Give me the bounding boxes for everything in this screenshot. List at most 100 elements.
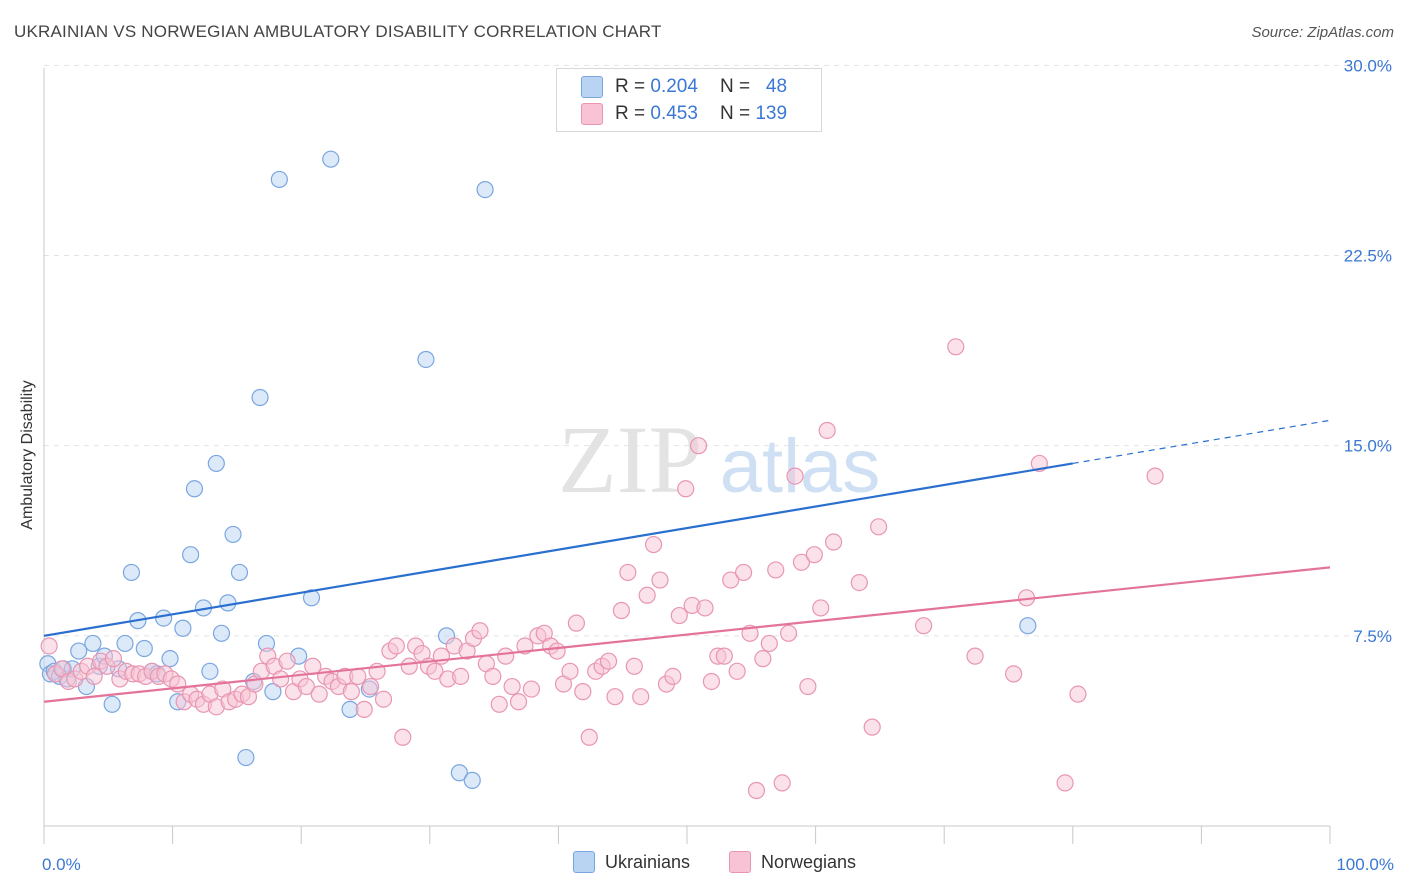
ukrainians-point: [417, 350, 435, 369]
norwegians-point: [599, 652, 618, 670]
norwegians-point: [612, 601, 631, 620]
y-tick-label: 7.5%: [1353, 627, 1392, 646]
norwegians-point: [915, 617, 933, 635]
ukrainians-point: [122, 563, 141, 582]
norwegians-point: [606, 688, 624, 706]
ukrainians-point: [182, 546, 200, 564]
ukrainians-point: [84, 634, 102, 653]
norwegians-point: [625, 657, 643, 675]
norwegians-trend-line: [43, 566, 1331, 703]
ukrainians-point: [270, 170, 288, 189]
norwegians-point: [863, 718, 881, 736]
norwegians-point: [638, 586, 656, 604]
ukrainians-point: [237, 748, 255, 767]
norwegians-point: [387, 637, 405, 655]
ukrainians-point: [1019, 617, 1037, 635]
norwegians-point: [702, 672, 721, 691]
norwegians-point: [779, 624, 798, 642]
ukrainians-point: [212, 624, 231, 642]
norwegians-point: [670, 606, 688, 625]
norwegians-point: [786, 467, 804, 485]
norwegians-point: [677, 480, 695, 498]
norwegians-point: [503, 677, 521, 696]
norwegians-point: [426, 662, 444, 680]
norwegians-legend-swatch: [729, 851, 751, 873]
norwegians-point: [104, 650, 123, 668]
ukrainians-point: [264, 683, 282, 701]
norwegians-swatch: [581, 103, 603, 125]
norwegians-point: [471, 622, 489, 640]
tick-labels: 7.5% 15.0% 22.5% 30.0% 0.0% 100.0%: [42, 56, 1394, 874]
norwegians-point: [747, 781, 766, 800]
n-value: 139: [755, 103, 788, 124]
norwegians-point: [760, 634, 778, 653]
norwegians-point: [522, 680, 540, 698]
bottom-legend-ukrainians: Ukrainians: [573, 851, 690, 873]
ukrainians-point: [219, 594, 237, 612]
norwegians-point: [1005, 665, 1023, 683]
norwegians-point: [310, 685, 328, 703]
norwegians-point: [509, 693, 528, 711]
norwegians-point: [394, 728, 412, 746]
norwegians-point: [574, 683, 592, 701]
norwegians-point: [561, 662, 579, 680]
n-label: N =: [719, 76, 751, 97]
ukrainians-point: [251, 388, 269, 407]
y-tick-label: 30.0%: [1344, 56, 1392, 75]
ukrainians-point: [154, 609, 173, 627]
norwegians-point: [355, 700, 373, 718]
norwegians-point: [297, 677, 315, 696]
ukrainians-point: [70, 642, 88, 660]
y-tick-label: 15.0%: [1344, 437, 1392, 456]
gridlines: [44, 64, 1392, 637]
r-label: R =: [615, 103, 646, 124]
norwegians-point: [825, 533, 843, 551]
axes: [43, 68, 1331, 844]
norwegians-point: [40, 637, 58, 655]
norwegians-point: [452, 667, 470, 686]
ukrainians-point: [116, 634, 134, 653]
norwegians-point: [490, 695, 508, 713]
norwegians-point: [85, 667, 103, 686]
norwegians-point: [278, 652, 296, 670]
norwegians-point: [400, 657, 418, 675]
chart-title: UKRAINIAN VS NORWEGIAN AMBULATORY DISABI…: [14, 22, 662, 41]
ukrainians-point: [174, 619, 192, 637]
ukrainians-point: [230, 563, 249, 582]
norwegians-point: [870, 518, 888, 536]
norwegians-point: [651, 571, 669, 589]
y-axis-label: Ambulatory Disability: [19, 380, 36, 530]
norwegians-point: [1056, 774, 1074, 792]
ukrainians-point: [103, 695, 121, 713]
norwegians-point: [734, 563, 753, 582]
r-label: R =: [615, 76, 646, 97]
r-value: 0.204: [650, 76, 698, 97]
x-tick-label-max: 100.0%: [1336, 855, 1394, 874]
watermark: ZIP atlas: [558, 406, 880, 513]
ukrainians-legend-label: Ukrainians: [605, 851, 691, 872]
y-tick-label: 22.5%: [1344, 247, 1392, 266]
norwegians-point: [792, 553, 811, 571]
stats-legend: R = 0.204 N = 48 R = 0.453 N = 139: [556, 68, 822, 132]
n-label: N =: [719, 103, 751, 124]
legend-row-norwegians: R = 0.453 N = 139: [581, 102, 787, 126]
ukrainians-point: [322, 150, 340, 168]
norwegians-point: [567, 614, 586, 632]
norwegians-point: [799, 677, 817, 696]
norwegians-point: [1146, 467, 1164, 485]
norwegians-point: [715, 647, 733, 665]
norwegians-legend-label: Norwegians: [761, 851, 857, 872]
norwegians-point: [632, 688, 650, 706]
watermark-zip: ZIP: [558, 406, 702, 513]
bottom-legend-norwegians: Norwegians: [729, 851, 856, 873]
norwegians-point: [497, 647, 515, 665]
norwegians-point: [728, 662, 746, 680]
legend-row-ukrainians: R = 0.204 N = 48: [581, 75, 787, 99]
source-label: Source: ZipAtlas.com: [1251, 24, 1394, 41]
norwegians-point: [619, 563, 637, 582]
ukrainians-trend-extension: [1072, 419, 1331, 465]
ukrainians-point: [185, 480, 204, 498]
ukrainians-point: [450, 764, 468, 782]
r-value: 0.453: [650, 103, 698, 124]
ukrainians-point: [302, 589, 321, 607]
